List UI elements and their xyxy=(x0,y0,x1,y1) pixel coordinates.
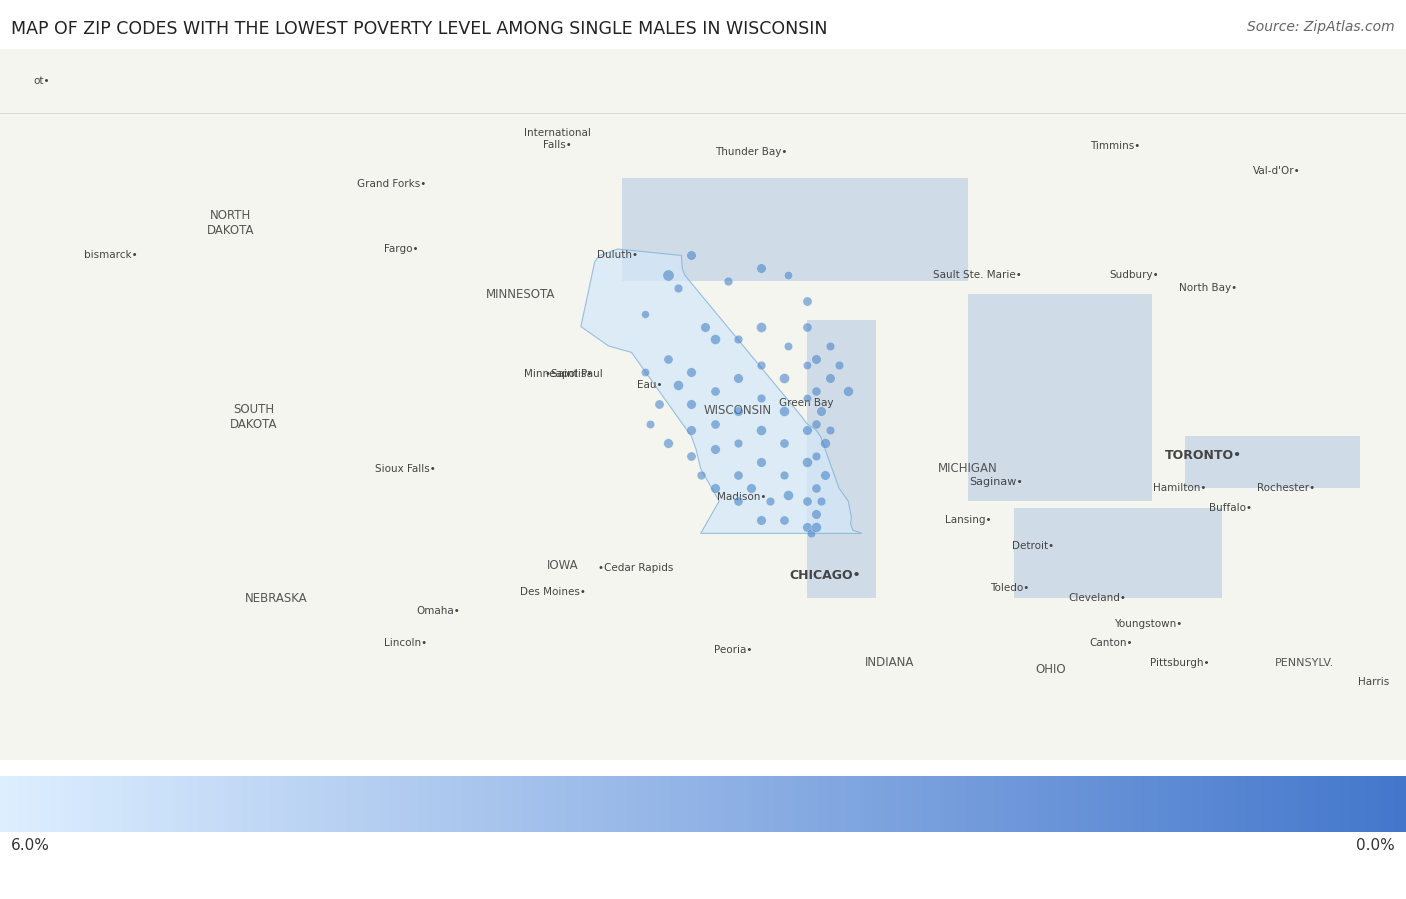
Text: Sioux Falls•: Sioux Falls• xyxy=(375,464,436,474)
Text: Eau•: Eau• xyxy=(637,379,662,390)
Polygon shape xyxy=(1185,436,1360,488)
Text: Lincoln•: Lincoln• xyxy=(384,638,427,648)
Polygon shape xyxy=(807,320,876,598)
Text: CHICAGO•: CHICAGO• xyxy=(789,569,860,582)
Text: NORTH
DAKOTA: NORTH DAKOTA xyxy=(207,209,254,237)
Text: bismarck•: bismarck• xyxy=(84,251,138,261)
Polygon shape xyxy=(969,294,1153,501)
Text: Grand Forks•: Grand Forks• xyxy=(357,180,426,190)
Text: Cleveland•: Cleveland• xyxy=(1069,593,1126,603)
Text: MINNESOTA: MINNESOTA xyxy=(486,288,555,301)
Text: Val-d'Or•: Val-d'Or• xyxy=(1253,166,1301,176)
Text: International
Falls•: International Falls• xyxy=(524,129,592,150)
Text: North Bay•: North Bay• xyxy=(1178,283,1237,293)
Text: Sault Ste. Marie•: Sault Ste. Marie• xyxy=(934,270,1022,280)
Polygon shape xyxy=(581,249,862,533)
Text: Buffalo•: Buffalo• xyxy=(1209,503,1253,512)
Text: Saginaw•: Saginaw• xyxy=(969,476,1022,486)
Text: MICHIGAN: MICHIGAN xyxy=(938,462,998,476)
Text: IOWA: IOWA xyxy=(547,559,578,572)
Text: Source: ZipAtlas.com: Source: ZipAtlas.com xyxy=(1247,20,1395,34)
Text: INDIANA: INDIANA xyxy=(865,656,914,669)
Text: Pittsburgh•: Pittsburgh• xyxy=(1150,658,1211,668)
Text: •Saint Paul: •Saint Paul xyxy=(546,369,603,378)
Text: Thunder Bay•: Thunder Bay• xyxy=(716,147,787,157)
Text: NEBRASKA: NEBRASKA xyxy=(245,592,308,604)
Polygon shape xyxy=(623,178,969,281)
Text: Omaha•: Omaha• xyxy=(416,606,460,616)
Text: Fargo•: Fargo• xyxy=(384,244,419,254)
Text: Lansing•: Lansing• xyxy=(945,515,991,525)
Text: MAP OF ZIP CODES WITH THE LOWEST POVERTY LEVEL AMONG SINGLE MALES IN WISCONSIN: MAP OF ZIP CODES WITH THE LOWEST POVERTY… xyxy=(11,20,828,38)
Text: Timmins•: Timmins• xyxy=(1091,140,1140,151)
Text: Des Moines•: Des Moines• xyxy=(520,586,586,597)
Text: Toledo•: Toledo• xyxy=(990,583,1029,593)
Polygon shape xyxy=(1014,508,1222,598)
Text: ot•: ot• xyxy=(34,76,49,86)
Text: Minneapolis•: Minneapolis• xyxy=(523,369,592,378)
Text: TORONTO•: TORONTO• xyxy=(1164,450,1241,462)
Text: •Cedar Rapids: •Cedar Rapids xyxy=(599,563,673,573)
Text: Youngstown•: Youngstown• xyxy=(1114,619,1182,629)
Text: WISCONSIN: WISCONSIN xyxy=(703,404,772,417)
Text: OHIO: OHIO xyxy=(1036,663,1066,676)
Text: Hamilton•: Hamilton• xyxy=(1153,483,1206,494)
Text: Harris: Harris xyxy=(1358,677,1389,687)
Text: PENNSYLV.: PENNSYLV. xyxy=(1275,658,1334,668)
Text: Duluth•: Duluth• xyxy=(598,251,638,261)
Text: 0.0%: 0.0% xyxy=(1355,838,1395,853)
Text: Detroit•: Detroit• xyxy=(1011,541,1053,551)
Text: Rochester•: Rochester• xyxy=(1257,483,1315,494)
Text: Canton•: Canton• xyxy=(1090,638,1133,648)
Text: Peoria•: Peoria• xyxy=(714,645,752,654)
Text: Madison•: Madison• xyxy=(717,492,766,502)
Text: SOUTH
DAKOTA: SOUTH DAKOTA xyxy=(229,403,277,431)
Text: Sudbury•: Sudbury• xyxy=(1109,270,1159,280)
Text: 6.0%: 6.0% xyxy=(11,838,51,853)
Text: Green Bay: Green Bay xyxy=(779,398,834,408)
